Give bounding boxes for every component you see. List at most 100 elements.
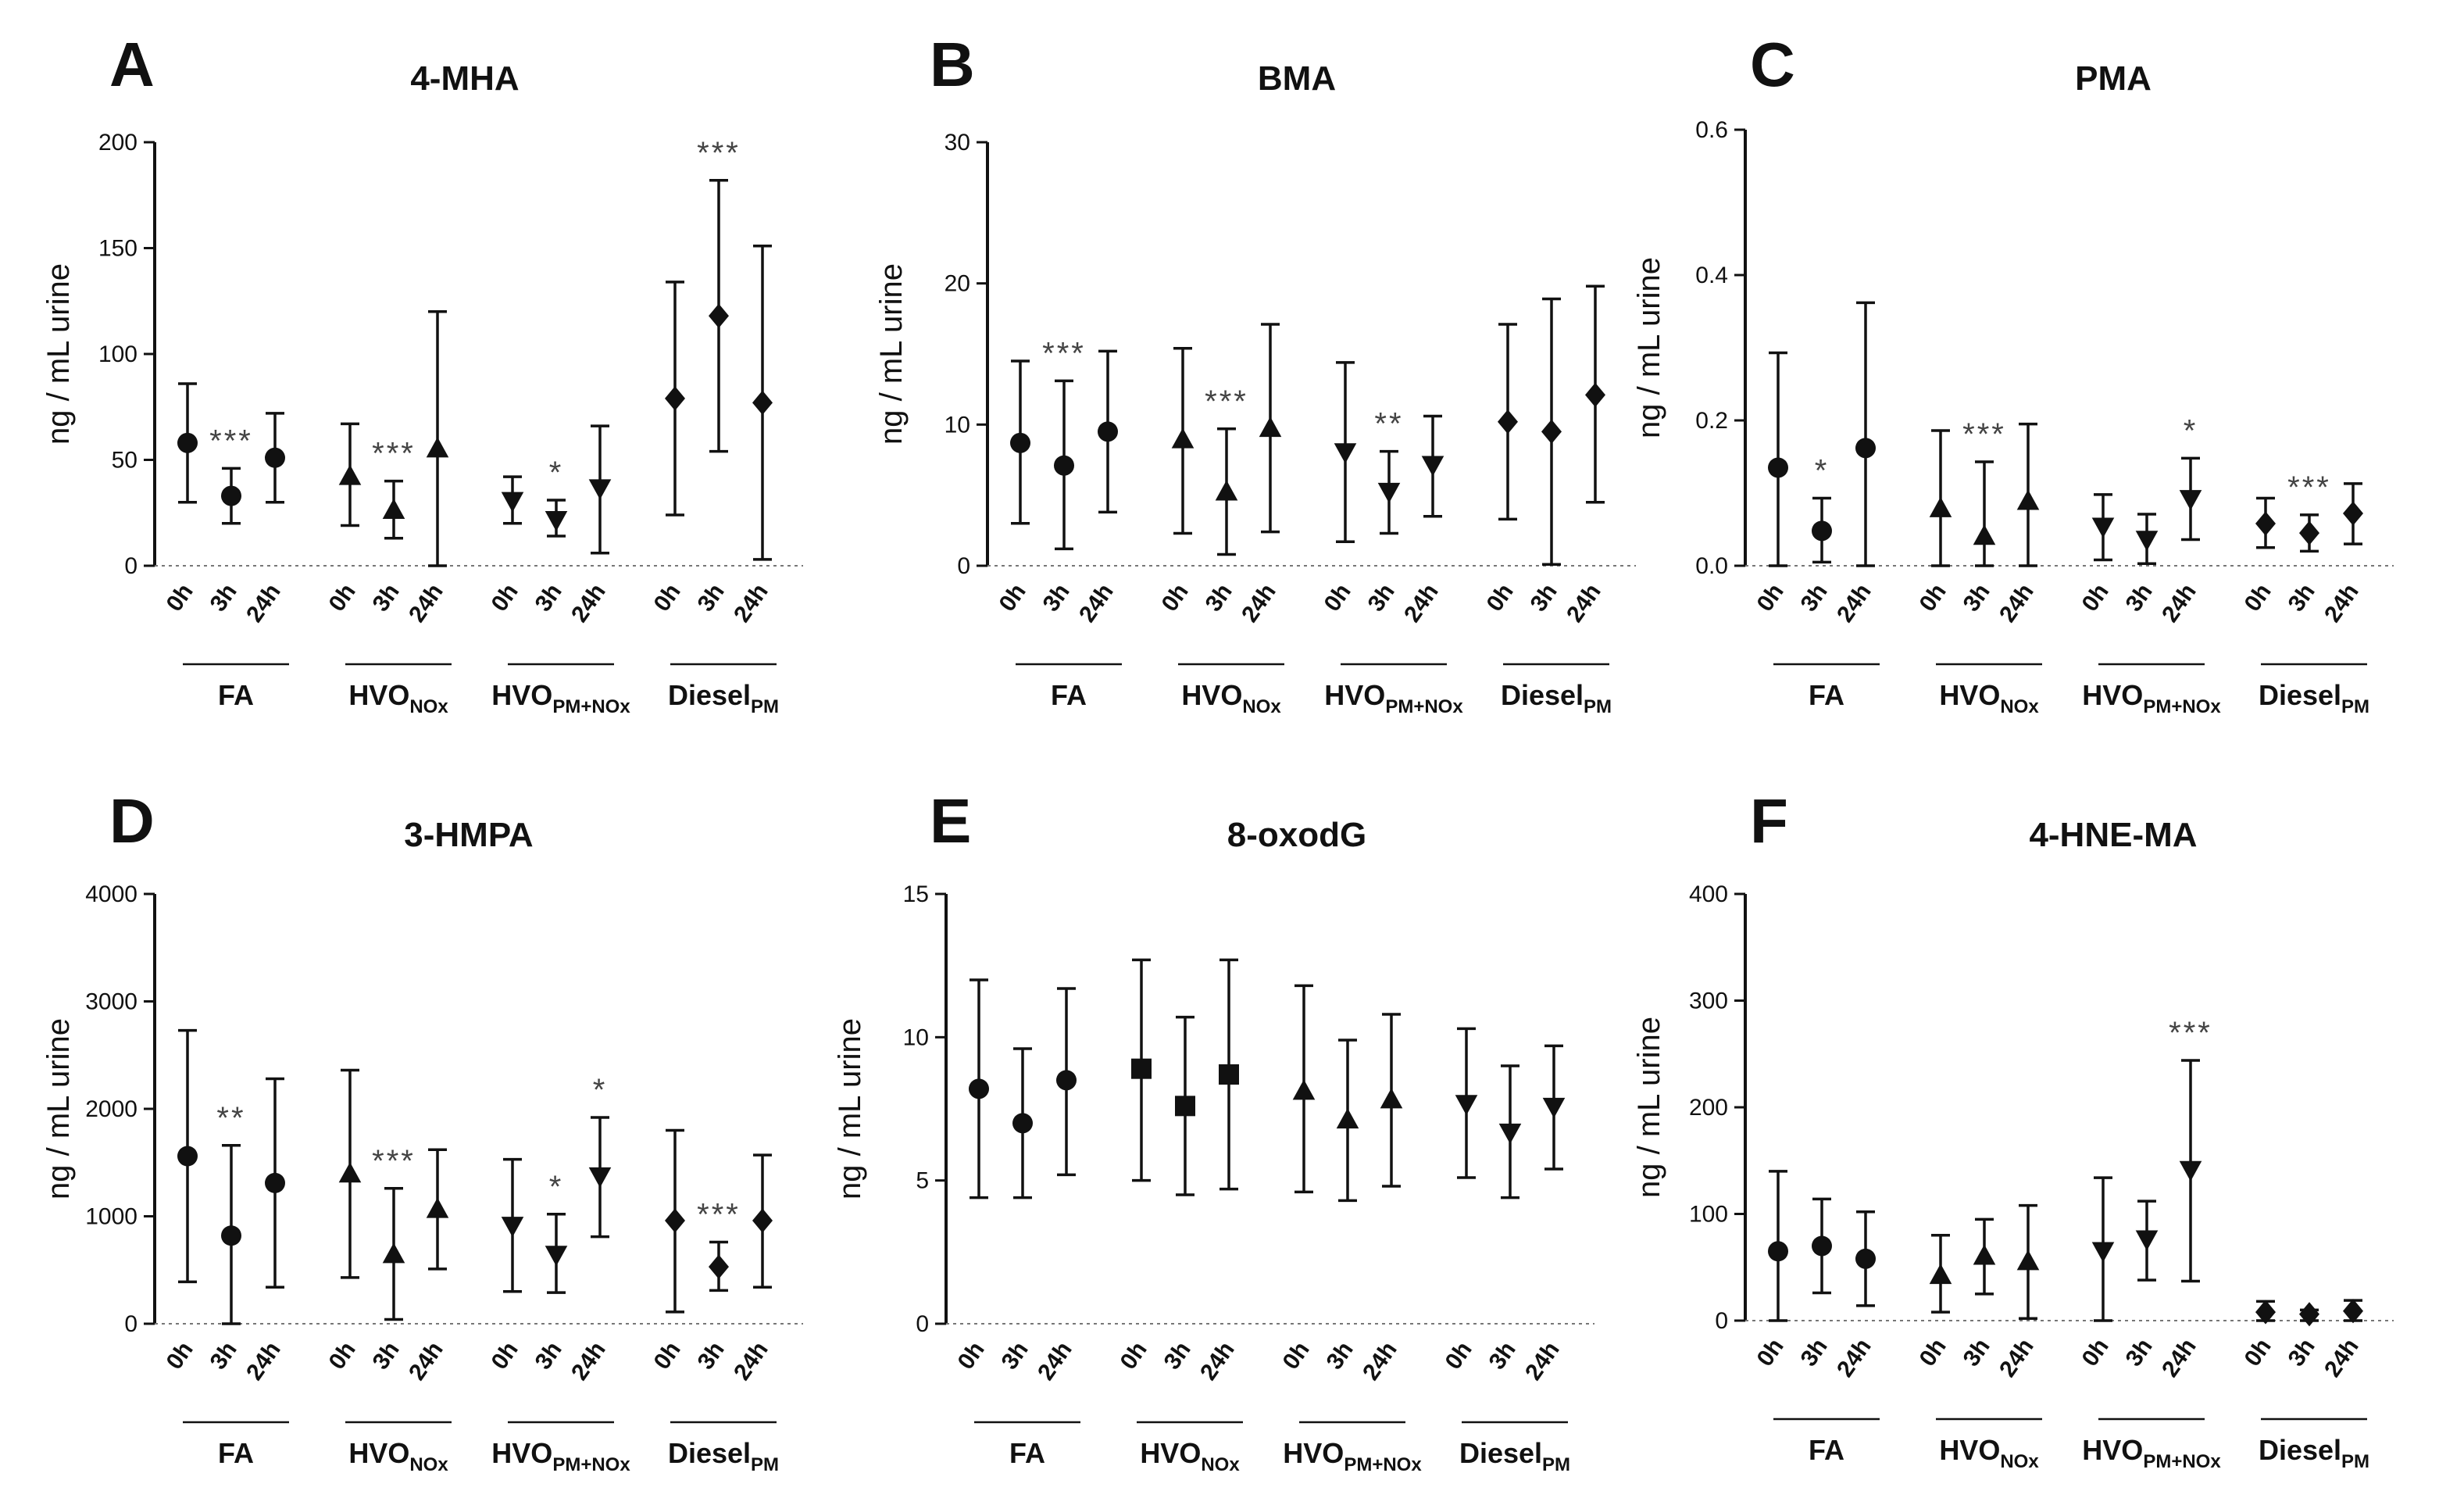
- x-tick-label: 0h: [1278, 1337, 1315, 1375]
- marker-circle: [969, 1078, 989, 1099]
- data-point: [709, 1240, 729, 1292]
- data-point: [2016, 422, 2040, 567]
- group-label: HVONOx: [1140, 1437, 1240, 1475]
- group-hvo-pm-nox: 0h 3h 24h * HVOPM+NOx: [2077, 413, 2222, 717]
- x-tick-label: 24h: [1994, 1334, 2039, 1382]
- x-tick-label: 0h: [162, 1337, 198, 1375]
- group-hvo-pm-nox: 0h 3h 24h ** HVOPM+NOx: [1319, 361, 1463, 717]
- group-label-subscript: PM+NOx: [1385, 696, 1463, 717]
- group-diesel-pm: 0h 3h 24h *** DieselPM: [649, 1128, 779, 1475]
- data-point: [1292, 984, 1316, 1194]
- x-tick-label: 24h: [404, 1337, 448, 1385]
- x-tick-label: 24h: [729, 1337, 773, 1385]
- significance-marker: ***: [697, 1198, 741, 1232]
- data-point: [1855, 1210, 1876, 1307]
- marker-triangle-up: [426, 1197, 449, 1218]
- panel-title: PMA: [2075, 59, 2152, 98]
- data-point: [1929, 1234, 1952, 1314]
- x-tick-label: 24h: [1832, 579, 1877, 627]
- data-point: [2255, 496, 2276, 549]
- x-tick-label: 3h: [2284, 579, 2320, 617]
- x-tick-label: 3h: [2121, 1334, 2158, 1371]
- marker-circle: [1812, 520, 1832, 542]
- data-point: [1542, 1044, 1566, 1171]
- data-point: [2091, 493, 2115, 562]
- marker-diamond: [2255, 1300, 2276, 1325]
- x-tick-label: 0h: [2077, 579, 2114, 617]
- data-point: [1171, 347, 1195, 535]
- group-label-subscript: PM: [2341, 1451, 2369, 1472]
- group-hvo-nox: 0h 3h 24h HVONOx: [1116, 958, 1243, 1475]
- group-label: FA: [1009, 1437, 1045, 1469]
- x-tick-label: 0h: [2077, 1334, 2114, 1371]
- data-point: [1855, 301, 1876, 567]
- group-label-main: HVO: [348, 1437, 409, 1469]
- y-tick-label: 200: [1689, 1095, 1728, 1121]
- y-tick-label: 100: [98, 341, 137, 367]
- panel-letter: E: [930, 786, 971, 856]
- y-tick-label: 0: [124, 1311, 137, 1337]
- data-point: [1098, 349, 1118, 514]
- marker-triangle-down: [501, 492, 524, 513]
- group-hvo-nox: 0h 3h 24h *** HVONOx: [324, 310, 452, 717]
- marker-diamond: [2299, 520, 2319, 545]
- group-label-subscript: NOx: [2000, 1451, 2039, 1472]
- y-tick-label: 3000: [85, 989, 137, 1015]
- panel-title: BMA: [1258, 59, 1336, 98]
- panel-title: 4-HNE-MA: [2029, 816, 2197, 854]
- y-axis-label: ng / mL urine: [41, 1018, 76, 1199]
- data-point: [382, 479, 405, 540]
- marker-diamond: [2255, 511, 2276, 536]
- x-tick-label: 0h: [324, 1337, 361, 1375]
- x-tick-label: 3h: [530, 579, 567, 617]
- marker-triangle-up: [1215, 480, 1238, 501]
- group-label: FA: [218, 679, 254, 711]
- marker-triangle-up: [2016, 1250, 2040, 1271]
- data-point: [2016, 1203, 2040, 1321]
- y-tick-label: 1000: [85, 1204, 137, 1230]
- x-tick-label: 24h: [404, 579, 448, 627]
- group-label-subscript: PM+NOx: [552, 696, 630, 717]
- group-fa: 0h 3h 24h * FA: [1752, 301, 1880, 711]
- x-tick-label: 24h: [1520, 1337, 1565, 1385]
- x-tick-label: 0h: [1441, 1337, 1477, 1375]
- data-point: [338, 1068, 362, 1279]
- x-tick-label: 0h: [1752, 1334, 1789, 1371]
- group-label-main: HVO: [491, 679, 552, 711]
- y-tick-label: 2000: [85, 1096, 137, 1122]
- marker-triangle-down: [2135, 1230, 2159, 1251]
- y-axis-label: ng / mL urine: [1632, 257, 1666, 438]
- significance-marker: ***: [372, 1144, 416, 1178]
- marker-circle: [1768, 1241, 1788, 1262]
- marker-diamond: [2343, 501, 2363, 526]
- y-tick-label: 0.0: [1695, 553, 1728, 579]
- group-hvo-nox: 0h 3h 24h *** HVONOx: [1915, 417, 2042, 717]
- marker-circle: [1054, 455, 1074, 476]
- y-tick-label: 10: [945, 412, 970, 438]
- panel-title: 3-HMPA: [404, 816, 533, 854]
- x-tick-label: 24h: [1074, 579, 1119, 627]
- group-label-subscript: PM: [2341, 696, 2369, 717]
- group-label-subscript: NOx: [409, 1454, 448, 1475]
- group-hvo-nox: 0h 3h 24h HVONOx: [1915, 1203, 2042, 1472]
- x-tick-label: 24h: [566, 579, 611, 627]
- group-label-subscript: PM: [1542, 1454, 1570, 1475]
- data-point: [588, 1116, 612, 1239]
- x-tick-label: 3h: [997, 1337, 1034, 1375]
- group-label-subscript: PM+NOx: [2143, 1451, 2221, 1472]
- group-label-main: FA: [1809, 1434, 1844, 1466]
- x-tick-label: 3h: [1201, 579, 1237, 617]
- x-tick-label: 3h: [1159, 1337, 1196, 1375]
- data-point: [501, 1157, 524, 1293]
- marker-triangle-up: [1973, 524, 1996, 545]
- data-point: [1259, 323, 1282, 534]
- panel-title: 4-MHA: [410, 59, 519, 98]
- x-tick-label: 24h: [1033, 1337, 1077, 1385]
- y-tick-label: 200: [98, 130, 137, 156]
- group-label: DieselPM: [668, 679, 779, 717]
- group-label-main: HVO: [1181, 679, 1242, 711]
